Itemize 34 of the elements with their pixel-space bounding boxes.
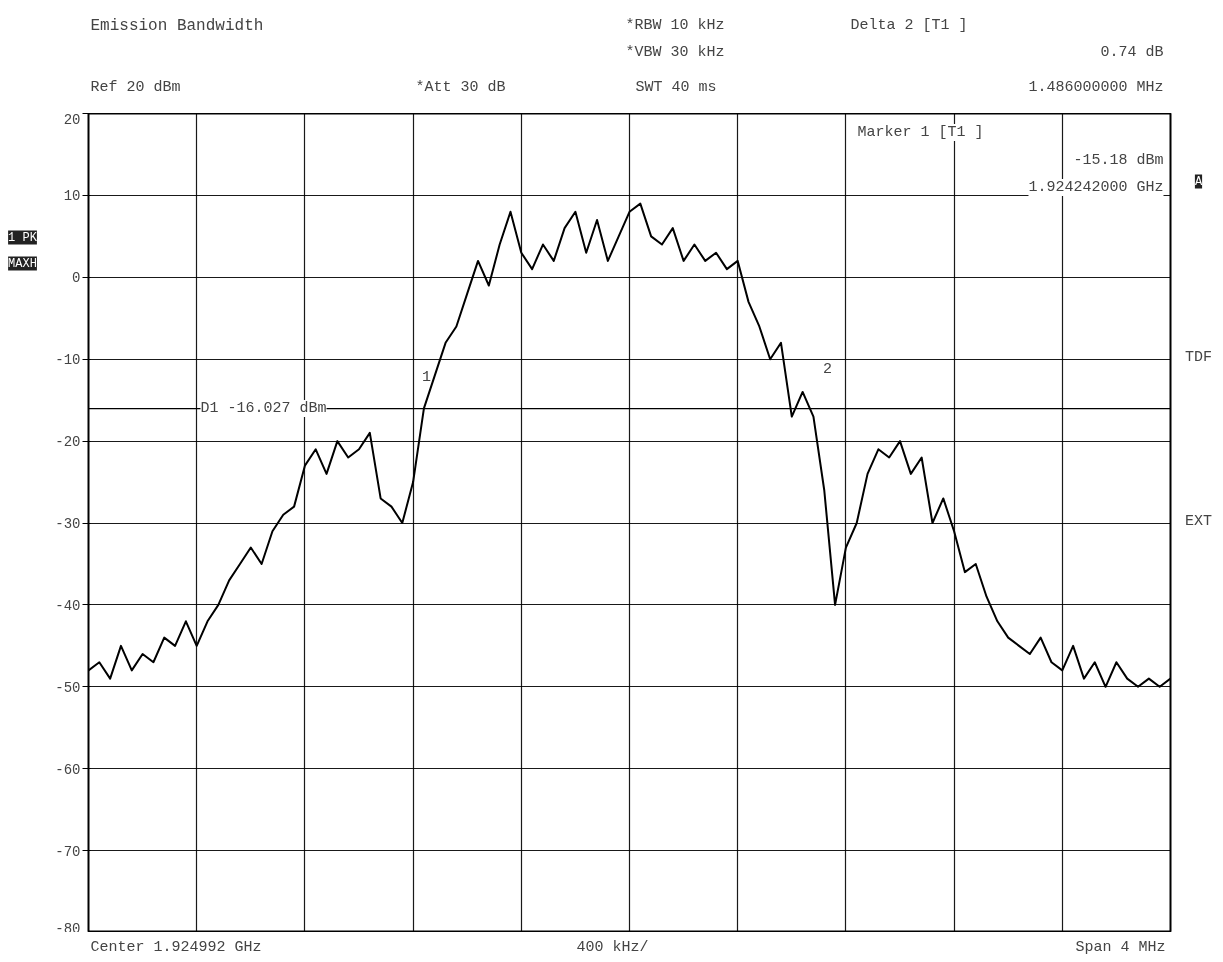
y-tick-label: -60 [55,761,81,778]
text: A [1194,174,1203,189]
text: 400 kHz/ [576,939,649,956]
y-tick-label: -70 [55,843,81,860]
text: *Att 30 dB [415,79,506,96]
text: 1 PK [8,230,38,245]
annotation: Marker 1 [T1 ] [857,124,984,141]
annotation: 2 [823,360,833,378]
ref-line-label: D1 -16.027 dBm [200,400,327,418]
text: MAXH [8,256,37,271]
text: *VBW 30 kHz [625,44,725,61]
text: Delta 2 [T1 ] [850,17,968,34]
text: *RBW 10 kHz [625,17,725,34]
y-tick-label: -80 [55,920,81,937]
text: SWT 40 ms [635,79,717,96]
annotation: 1.924242000 GHz [1028,179,1164,196]
y-tick-label: 0 [72,270,81,287]
y-tick-label: -30 [55,516,81,532]
annotation: 1 [422,368,432,386]
annotation: -15.18 dBm [1073,152,1164,169]
text: Center 1.924992 GHz [90,939,262,956]
text: 1.486000000 MHz [1028,79,1164,96]
chart-title: Emission Bandwidth [90,16,264,35]
text: Ref 20 dBm [90,79,181,96]
text: 0.74 dB [1100,44,1164,61]
text: Span 4 MHz [1075,939,1166,956]
y-tick-label: 20 [63,111,81,128]
y-tick-label: 10 [63,188,81,205]
text: EXT [1185,513,1213,530]
y-tick-label: -10 [55,352,81,369]
y-tick-label: -20 [55,434,81,451]
y-tick-label: -40 [55,597,81,614]
text: TDF [1185,349,1213,366]
y-tick-label: -50 [55,679,81,696]
